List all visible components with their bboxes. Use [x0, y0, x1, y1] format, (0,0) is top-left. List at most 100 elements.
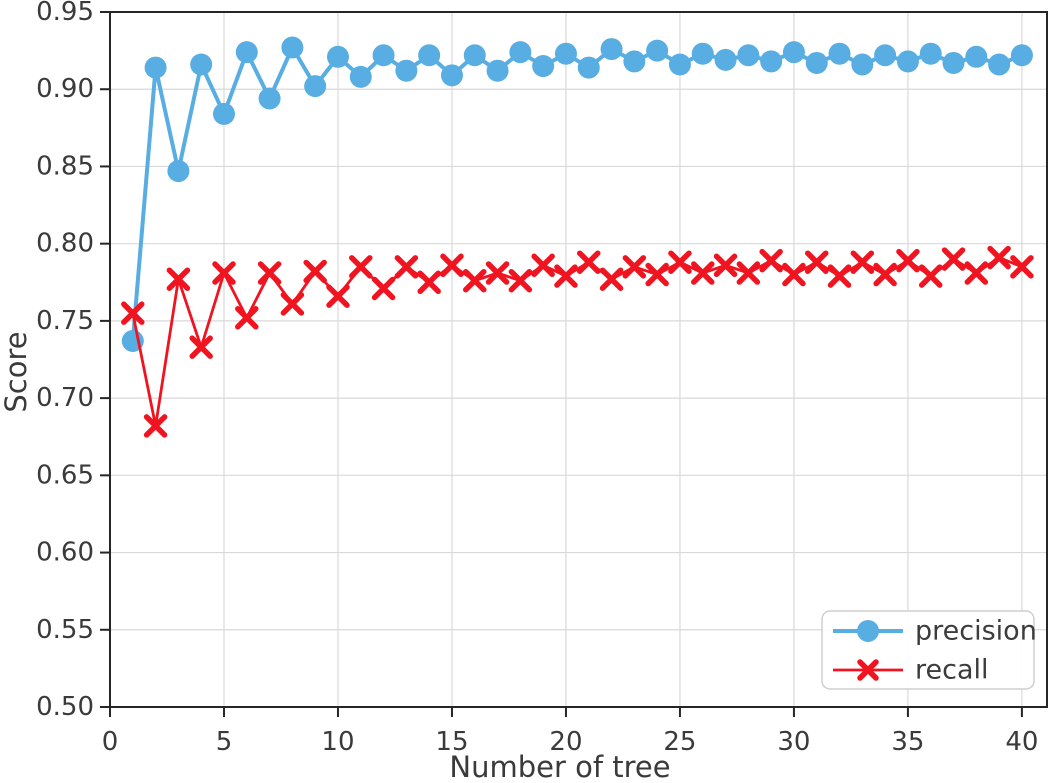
x-tick-label: 0: [102, 727, 119, 757]
recall-marker: [531, 253, 555, 278]
legend-recall-x-icon: [857, 659, 879, 681]
precision-marker: [782, 41, 805, 64]
recall-marker: [349, 255, 373, 279]
y-tick-label: 0.75: [36, 306, 94, 336]
legend: precision recall: [821, 610, 1037, 690]
recall-marker: [896, 248, 920, 273]
recall-marker: [326, 284, 350, 308]
recall-marker: [417, 270, 441, 295]
precision-marker: [646, 39, 669, 62]
recall-marker: [440, 253, 464, 278]
precision-marker: [167, 160, 190, 183]
precision-marker: [258, 87, 281, 110]
data-series: [121, 36, 1034, 438]
precision-marker: [577, 56, 600, 79]
recall-marker: [485, 261, 510, 285]
precision-marker: [919, 42, 942, 65]
y-tick-label: 0.50: [36, 692, 94, 722]
recall-marker: [918, 264, 943, 288]
precision-marker: [668, 53, 691, 76]
y-tick-label: 0.60: [36, 538, 94, 568]
x-axis-label: Number of tree: [449, 750, 670, 783]
x-tick-label: 20: [549, 727, 582, 757]
x-tick-label: 40: [1005, 727, 1038, 757]
precision-marker: [714, 48, 737, 71]
y-tick-label: 0.95: [36, 0, 94, 27]
y-tick-label: 0.55: [36, 615, 94, 645]
precision-marker: [212, 102, 235, 125]
recall-marker: [554, 264, 578, 288]
precision-marker: [623, 50, 646, 73]
y-tick-label: 0.80: [36, 229, 94, 259]
recall-marker: [166, 267, 191, 291]
precision-marker: [874, 44, 897, 67]
precision-line: [130, 45, 1023, 342]
x-tick-label: 5: [216, 727, 233, 757]
precision-marker: [532, 55, 555, 78]
precision-marker: [235, 41, 258, 64]
y-tick-label: 0.90: [36, 74, 94, 104]
precision-marker: [326, 45, 349, 68]
gridlines: [109, 11, 1047, 708]
x-tick-label: 15: [435, 727, 468, 757]
precision-marker: [600, 38, 623, 61]
y-tick-label: 0.70: [36, 383, 94, 413]
precision-marker: [691, 42, 714, 65]
recall-marker: [690, 261, 715, 285]
precision-marker: [896, 50, 919, 73]
precision-marker: [463, 44, 486, 67]
recall-marker: [759, 248, 783, 273]
recall-marker: [577, 250, 601, 274]
y-axis-ticks: 0.50 0.55 0.60 0.65 0.70 0.75 0.80 0.85 0.90 0.95: [36, 0, 110, 722]
precision-marker: [554, 42, 577, 65]
precision-marker: [805, 51, 828, 74]
recall-marker: [645, 262, 669, 287]
y-tick-label: 0.65: [36, 460, 94, 490]
recall-marker: [622, 255, 647, 279]
recall-marker: [668, 250, 692, 274]
precision-marker: [1010, 44, 1033, 67]
recall-marker: [371, 276, 396, 301]
recall-marker: [827, 264, 852, 288]
recall-marker: [941, 247, 966, 271]
legend-precision-circle-icon: [857, 620, 879, 642]
recall-marker: [804, 250, 829, 274]
precision-marker: [851, 53, 874, 76]
x-axis-ticks: 0 5 10 15 20 25 30 35 40: [102, 707, 1038, 757]
recall-marker: [964, 261, 989, 285]
y-tick-label: 0.85: [36, 151, 94, 181]
recall-marker: [463, 268, 487, 293]
recall-marker: [713, 253, 738, 278]
precision-marker: [395, 59, 418, 82]
recall-marker: [303, 259, 327, 284]
y-axis-label: Score: [0, 331, 33, 412]
legend-label-recall: recall: [915, 655, 989, 686]
recall-marker: [736, 261, 761, 285]
precision-marker: [988, 53, 1011, 76]
precision-marker: [760, 50, 783, 73]
x-tick-label: 30: [777, 727, 810, 757]
recall-marker: [121, 301, 145, 325]
recall-marker: [599, 267, 624, 291]
precision-marker: [144, 56, 167, 79]
recall-marker: [235, 306, 259, 330]
recall-marker: [280, 292, 305, 316]
precision-marker: [190, 53, 213, 76]
recall-marker: [394, 255, 419, 279]
precision-marker: [349, 65, 372, 88]
precision-marker: [418, 44, 441, 67]
precision-marker: [304, 75, 327, 98]
precision-marker: [737, 44, 760, 67]
recall-line: [131, 256, 1023, 428]
legend-label-precision: precision: [915, 616, 1037, 647]
precision-marker: [965, 45, 988, 68]
x-tick-label: 10: [321, 727, 354, 757]
recall-marker: [850, 250, 875, 274]
recall-marker: [189, 335, 213, 359]
precision-marker: [281, 36, 304, 59]
precision-marker: [486, 59, 509, 82]
recall-marker: [873, 262, 897, 287]
recall-marker: [1010, 255, 1034, 279]
precision-marker: [440, 64, 463, 87]
